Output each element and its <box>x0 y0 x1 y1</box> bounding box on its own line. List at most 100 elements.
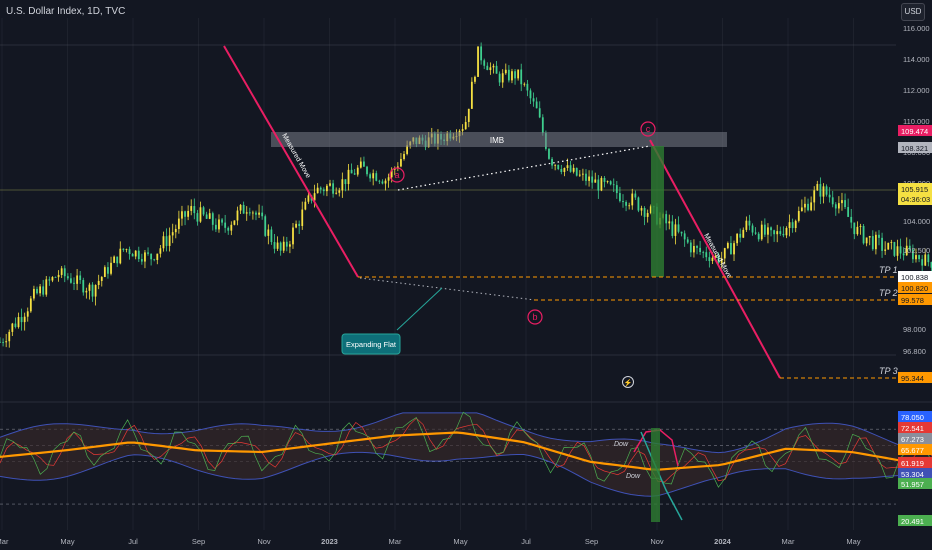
candle-body <box>535 101 538 109</box>
candle-body <box>134 250 137 257</box>
lightning-icon[interactable] <box>622 376 634 388</box>
candle-body <box>181 211 183 219</box>
candle-body <box>887 242 890 250</box>
price-tick-label: 110.000 <box>903 117 930 126</box>
candle-body <box>693 246 695 253</box>
wave-b-marker-circle <box>527 309 543 325</box>
candle-body <box>239 204 242 211</box>
candle-body <box>548 148 550 159</box>
candle-body <box>640 208 643 211</box>
candle-body <box>708 257 711 262</box>
candle-body <box>153 259 156 261</box>
currency-button[interactable]: USD <box>901 3 925 21</box>
candle-body <box>890 242 893 243</box>
candle-body <box>594 179 597 183</box>
candle-body <box>511 71 513 81</box>
candle-body <box>292 227 294 245</box>
candle-body <box>227 227 230 231</box>
candle-body <box>606 181 609 183</box>
candle-body <box>110 262 112 274</box>
candle-body <box>859 225 862 227</box>
candle-body <box>785 228 788 236</box>
candle-body <box>748 220 751 226</box>
candle-body <box>400 159 402 167</box>
candle-body <box>862 225 865 244</box>
candle-body <box>927 254 930 263</box>
indicator-label-value: 20.491 <box>901 517 924 526</box>
last-price-value: 105.915 <box>901 185 928 194</box>
candle-body <box>619 193 621 202</box>
candle-body <box>896 246 899 256</box>
candle-body <box>874 234 877 250</box>
candle-body <box>705 252 708 258</box>
candle-body <box>868 236 871 238</box>
candle-body <box>720 258 723 264</box>
bollinger-lower <box>0 451 932 497</box>
candle-body <box>470 81 473 109</box>
candle-body <box>507 69 510 81</box>
candle-body <box>563 168 566 172</box>
candle-body <box>17 317 20 328</box>
candle-body <box>45 279 48 295</box>
candle-body <box>557 164 560 170</box>
candle-body <box>649 206 652 214</box>
candle-body <box>199 207 202 222</box>
candle-body <box>63 268 66 277</box>
price-label-badge <box>898 372 932 383</box>
time-tick-label: Nov <box>650 537 664 546</box>
candles <box>0 42 932 348</box>
candle-body <box>871 236 874 250</box>
candle-body <box>245 212 248 214</box>
candle-body <box>532 98 535 102</box>
measured-move-line-2 <box>649 139 781 379</box>
candle-body <box>804 203 806 208</box>
candle-body <box>760 224 763 240</box>
candle-body <box>26 311 29 317</box>
candle-body <box>202 207 205 215</box>
price-tick-label: 98.000 <box>903 325 926 334</box>
candle-body <box>100 276 103 281</box>
candle-body <box>23 316 26 323</box>
candle-body <box>205 214 208 219</box>
candle-body <box>686 239 689 243</box>
candle-body <box>773 230 776 235</box>
candle-body <box>150 253 153 260</box>
candle-body <box>156 253 159 260</box>
wave-b-marker-label: b <box>532 312 537 322</box>
candle-body <box>304 201 307 210</box>
candle-body <box>267 229 270 236</box>
indicator-label-badge <box>898 468 932 479</box>
time-tick-label: 2023 <box>321 537 338 546</box>
candle-body <box>14 323 17 328</box>
indicator-label-badge <box>898 433 932 444</box>
candle-body <box>51 277 54 281</box>
candle-body <box>369 174 371 179</box>
lightning-glyph: ⚡ <box>624 378 633 387</box>
candle-body <box>131 254 134 257</box>
indicator-pane <box>0 411 932 522</box>
time-tick-label: Nov <box>257 537 271 546</box>
candle-body <box>171 232 174 236</box>
candle-body <box>615 185 618 194</box>
candle-body <box>776 231 779 235</box>
candle-body <box>461 129 464 131</box>
candle-body <box>322 189 325 192</box>
candle-body <box>588 176 590 181</box>
candle-body <box>757 233 760 240</box>
candle-body <box>372 173 375 179</box>
rsi-slow-line <box>0 417 932 483</box>
candle-body <box>881 237 883 251</box>
candle-body <box>295 223 297 228</box>
candle-body <box>335 192 338 194</box>
candle-body <box>523 83 526 85</box>
candle-body <box>908 245 911 250</box>
tp1-label: TP 1 <box>879 265 898 275</box>
candle-body <box>174 228 177 233</box>
price-label-value: 109.474 <box>901 127 928 136</box>
candle-body <box>298 223 301 226</box>
candle-body <box>554 164 557 166</box>
candle-body <box>739 233 742 238</box>
candle-body <box>856 226 859 235</box>
candle-body <box>122 248 125 250</box>
